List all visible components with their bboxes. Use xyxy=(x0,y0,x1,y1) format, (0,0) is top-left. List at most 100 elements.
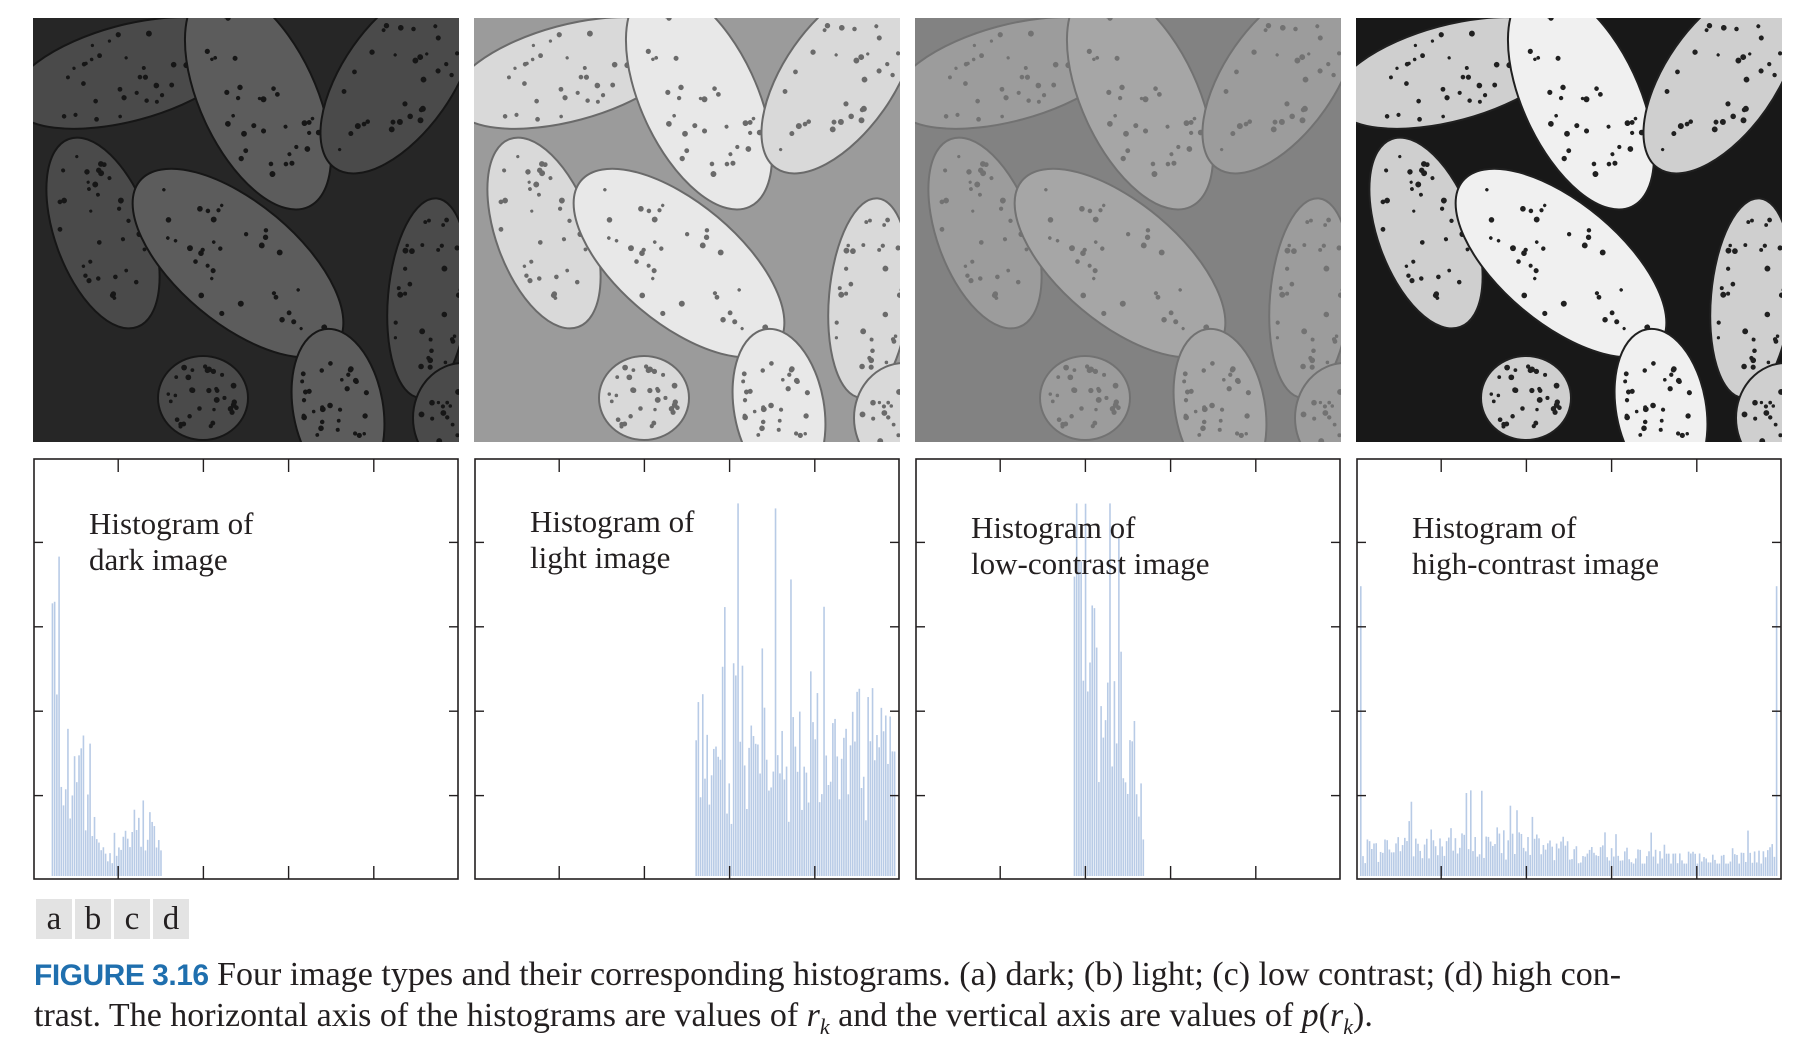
pollen-pore xyxy=(1496,238,1501,243)
histogram-bar xyxy=(1736,854,1738,876)
histogram-title: Histogram of low-contrast image xyxy=(971,510,1209,582)
pollen-pore xyxy=(672,113,676,118)
pollen-pore xyxy=(751,116,756,121)
histogram-bar xyxy=(825,755,828,876)
pollen-pore xyxy=(743,389,750,395)
pollen-pore xyxy=(712,291,717,296)
pollen-pore xyxy=(141,65,146,70)
pollen-pore xyxy=(1090,423,1095,429)
histogram-bar xyxy=(867,697,869,876)
histogram-bar xyxy=(80,748,83,876)
pollen-pore xyxy=(1337,51,1341,56)
pollen-pore xyxy=(393,336,398,340)
pollen-pore xyxy=(527,278,533,284)
histogram-bar xyxy=(1430,829,1432,876)
histogram-svg xyxy=(915,458,1341,880)
pollen-pore xyxy=(1125,148,1131,154)
histogram-bar xyxy=(1564,845,1567,876)
pollen-pore xyxy=(567,218,572,223)
pollen-pore xyxy=(1512,387,1518,393)
pollen-pore xyxy=(1165,161,1171,167)
histogram-bar xyxy=(750,725,753,876)
histogram-bar xyxy=(1078,559,1080,876)
histogram-bar xyxy=(794,746,797,876)
histogram-bar xyxy=(91,836,94,876)
histogram-bar xyxy=(1428,858,1430,876)
pollen-pore xyxy=(286,310,292,316)
pollen-pore xyxy=(963,264,968,268)
histogram-bar xyxy=(1362,856,1364,876)
pollen-pore xyxy=(1716,336,1721,340)
pollen-pore xyxy=(417,54,424,61)
pollen-pore xyxy=(1730,113,1736,120)
pollen-pore xyxy=(81,264,86,268)
histogram-bar xyxy=(814,739,817,876)
histogram-bar xyxy=(871,688,874,876)
pollen-pore xyxy=(1679,432,1685,439)
pollen-pore xyxy=(1230,366,1236,372)
pollen-pore xyxy=(283,124,288,129)
pollen-pore xyxy=(301,414,307,421)
pollen-pore xyxy=(452,334,457,338)
histogram-bar xyxy=(1652,856,1655,876)
pollen-pore xyxy=(860,105,867,112)
pollen-pore xyxy=(185,374,192,381)
pollen-pore xyxy=(978,240,984,245)
histogram-bar xyxy=(735,675,737,876)
histogram-bar xyxy=(1610,848,1613,876)
pollen-pore xyxy=(356,432,362,439)
pollen-pore xyxy=(435,68,441,74)
histogram-bar xyxy=(1399,851,1402,876)
histogram-bar xyxy=(1577,863,1580,876)
pollen-pore xyxy=(328,361,333,366)
pollen-pore xyxy=(1741,411,1748,418)
pollen-pore xyxy=(90,43,95,48)
histogram-bar xyxy=(710,775,713,876)
pollen-pore xyxy=(1263,28,1268,33)
pollen-pore xyxy=(957,154,961,159)
pollen-pore xyxy=(720,316,726,323)
pollen-pore xyxy=(1300,411,1307,418)
pollen-pore xyxy=(1302,243,1307,248)
pollen-pore xyxy=(530,57,535,62)
pollen-pore xyxy=(260,96,267,103)
histogram-bar xyxy=(1580,862,1582,876)
histogram-bar xyxy=(803,766,805,876)
histogram-bar xyxy=(120,849,122,876)
pollen-pore xyxy=(1764,265,1771,272)
pollen-pore xyxy=(1299,54,1306,61)
pollen-pore xyxy=(279,316,285,323)
pollen-grain xyxy=(412,362,459,442)
histogram-bar xyxy=(1474,837,1476,876)
pollen-pore xyxy=(1006,56,1010,60)
pollen-pore xyxy=(189,387,195,393)
histogram-bar xyxy=(1716,863,1718,876)
pollen-pore xyxy=(885,217,890,223)
pollen-pore xyxy=(574,279,580,285)
histogram-bar xyxy=(1089,662,1091,876)
pollen-pore xyxy=(352,431,358,436)
pollen-pore xyxy=(1016,90,1021,95)
pollen-pore xyxy=(1685,432,1689,436)
var-k-2: k xyxy=(1343,1013,1353,1039)
histogram-title: Histogram of high-contrast image xyxy=(1412,510,1659,582)
pollen-pore xyxy=(224,89,230,95)
pollen-pore xyxy=(1209,402,1215,409)
pollen-pore xyxy=(260,128,267,134)
pollen-pore xyxy=(450,339,456,344)
pollen-pore xyxy=(810,49,816,55)
pollen-pore xyxy=(1161,316,1167,323)
pollen-pore xyxy=(657,208,662,213)
pollen-pore xyxy=(1560,84,1566,91)
histogram-bar xyxy=(1683,863,1685,876)
histogram-bar xyxy=(1470,790,1472,876)
pollen-pore xyxy=(999,86,1005,92)
histogram-bar xyxy=(1527,837,1529,876)
pollen-pore xyxy=(1773,422,1778,427)
pollen-pore xyxy=(1533,368,1540,375)
pollen-pore xyxy=(885,62,890,67)
pollen-pore xyxy=(1606,161,1612,167)
figure-label: FIGURE 3.16 xyxy=(34,959,209,992)
histogram-bar xyxy=(1485,836,1487,876)
histogram-bar xyxy=(93,816,96,876)
